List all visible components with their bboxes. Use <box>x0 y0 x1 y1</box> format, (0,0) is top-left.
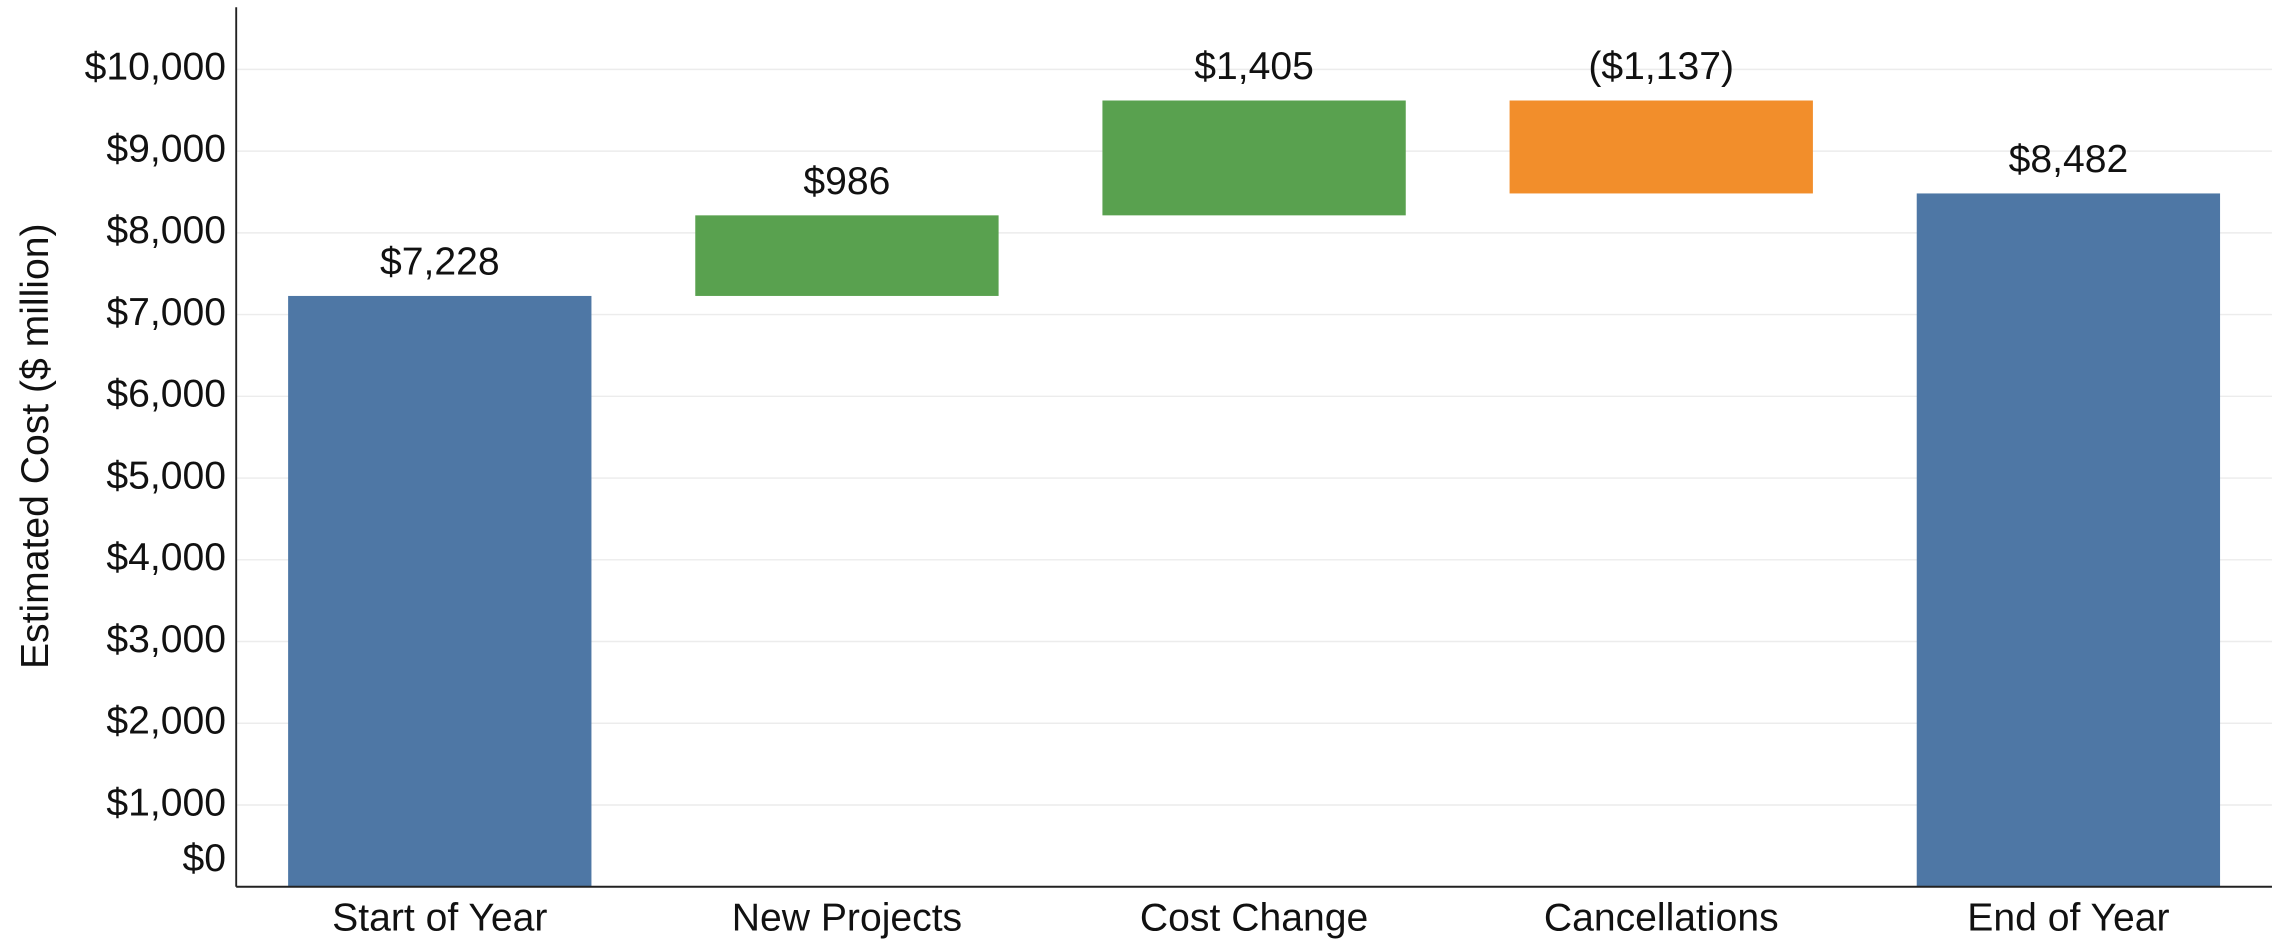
y-tick-label: $2,000 <box>106 700 226 743</box>
y-tick-label: $7,000 <box>106 291 226 334</box>
y-tick-label: $0 <box>183 837 227 880</box>
bars <box>288 100 2221 887</box>
x-tick-label: Cancellations <box>1544 896 1779 939</box>
x-tick-label: Cost Change <box>1140 896 1368 939</box>
value-label: $8,482 <box>2009 138 2129 181</box>
value-label: $986 <box>803 160 890 203</box>
y-tick-label: $9,000 <box>106 127 226 170</box>
y-tick-label: $4,000 <box>106 536 226 579</box>
labels: Estimated Cost ($ million) $0 $1,000 $2,00… <box>14 45 2169 939</box>
bar <box>1509 100 1813 194</box>
y-tick-label: $3,000 <box>106 618 226 661</box>
bar <box>1916 193 2221 887</box>
bar <box>1102 100 1406 216</box>
value-label: ($1,137) <box>1588 45 1734 88</box>
x-tick-label: Start of Year <box>332 896 547 939</box>
x-tick-label: End of Year <box>1967 896 2169 939</box>
value-label: $1,405 <box>1194 45 1314 88</box>
bar <box>288 295 592 887</box>
bar <box>695 215 999 296</box>
x-tick-label: New Projects <box>732 896 962 939</box>
y-tick-label: $6,000 <box>106 373 226 416</box>
value-label: $7,228 <box>380 240 500 283</box>
y-tick-label: $10,000 <box>85 46 226 89</box>
y-tick-label: $8,000 <box>106 209 226 252</box>
y-tick-label: $5,000 <box>106 454 226 497</box>
y-axis-title: Estimated Cost ($ million) <box>14 224 57 670</box>
y-tick-label: $1,000 <box>106 781 226 824</box>
